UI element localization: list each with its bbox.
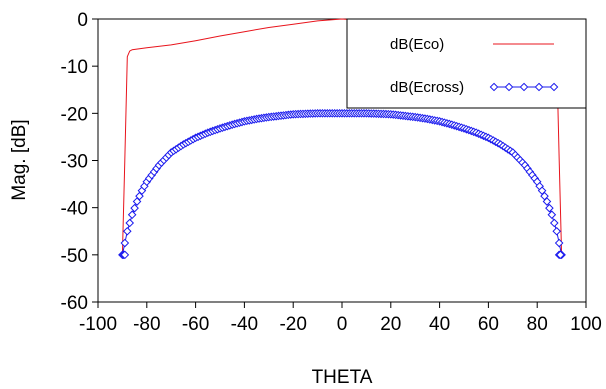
x-tick-label: 100: [570, 314, 602, 335]
series-ecross-point: [130, 203, 139, 213]
legend-ecross-marker: [489, 82, 499, 92]
legend: dB(Eco) dB(Ecross): [346, 18, 587, 109]
x-tick-label: 80: [527, 314, 548, 335]
x-tick-label: 20: [380, 314, 401, 335]
legend-ecross-marker: [519, 82, 529, 92]
series-ecross-point: [552, 226, 562, 236]
legend-label-ecross: dB(Ecross): [390, 79, 464, 96]
axis-ticks: 0-10-20-30-40-50-60-100 -80 -60 -40 -20 0 20 40…: [61, 10, 602, 335]
x-tick-label: -100: [79, 314, 117, 335]
series-layer: [118, 18, 566, 260]
legend-swatch-ecross: [489, 82, 559, 92]
series-ecross-point: [127, 210, 137, 220]
series-ecross-point: [549, 218, 559, 228]
y-tick-label: -30: [61, 152, 88, 173]
y-axis-title: Mag. [dB]: [9, 119, 30, 200]
x-axis-title: THETA: [312, 367, 373, 388]
x-tick-label: -40: [231, 314, 258, 335]
series-ecross-point: [547, 210, 557, 220]
x-tick-label: -80: [133, 314, 160, 335]
series-ecross-point: [122, 226, 132, 236]
legend-ecross-marker: [504, 82, 514, 92]
x-tick-label: 60: [478, 314, 499, 335]
y-tick-label: -40: [61, 199, 88, 220]
legend-label-eco: dB(Eco): [390, 36, 444, 53]
x-tick-label: 0: [337, 314, 348, 335]
series-ecross-point: [120, 238, 130, 248]
series-ecross-point: [545, 203, 554, 213]
x-tick-label: -60: [182, 314, 209, 335]
series-ecross-point: [554, 238, 564, 248]
y-tick-label: -50: [61, 246, 88, 267]
y-tick-label: -10: [61, 57, 88, 78]
y-tick-label: -60: [61, 293, 88, 314]
y-tick-label: 0: [77, 10, 88, 31]
series-ecross-point: [542, 197, 552, 206]
x-tick-label: 40: [429, 314, 450, 335]
series-ecross-line: [121, 112, 563, 255]
x-tick-label: -20: [279, 314, 306, 335]
series-ecross-point: [125, 218, 135, 228]
legend-ecross-marker: [549, 82, 559, 92]
series-ecross-point: [556, 250, 565, 260]
legend-ecross-marker: [534, 82, 544, 92]
y-tick-label: -20: [61, 104, 88, 125]
legend-box: [346, 18, 587, 109]
series-ecross-point: [120, 250, 130, 260]
